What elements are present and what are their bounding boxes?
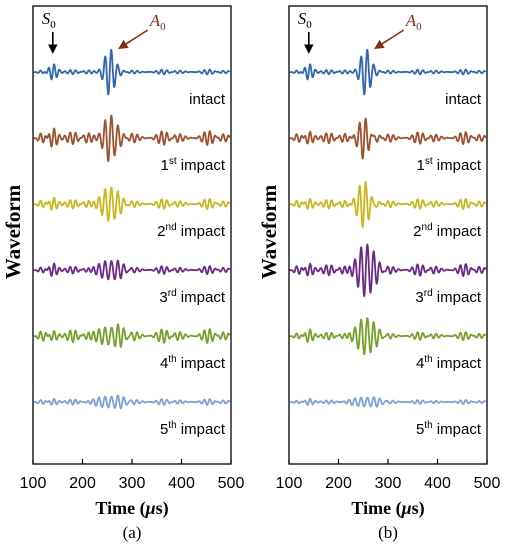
trace-label: 1st impact	[161, 156, 226, 174]
trace-line	[33, 394, 231, 410]
panel-b: Waveform intact 1st impact 2nd impact 3rd i…	[257, 5, 501, 542]
trace-label: 5th impact	[160, 420, 226, 438]
panel-a: Waveform intact 1st impact 2nd impact 3rd i…	[1, 5, 245, 542]
x-tick-label: 200	[325, 475, 352, 492]
x-tick-label: 100	[20, 475, 47, 492]
trace-label: 2nd impact	[413, 222, 482, 240]
mode-annotation-a0: A0	[118, 11, 166, 50]
trace-line	[33, 323, 231, 348]
x-tick-label: 400	[168, 475, 195, 492]
trace-line	[33, 114, 231, 163]
mode-arrow	[374, 29, 405, 50]
x-tick-label: 400	[424, 475, 451, 492]
traces	[289, 48, 487, 408]
trace-line	[289, 180, 487, 228]
x-ticks: 100 200 300 400 500	[276, 459, 501, 492]
trace-label: 5th impact	[416, 420, 482, 438]
x-axis-label: Time (μs)	[95, 498, 168, 519]
mode-label: A0	[149, 11, 166, 33]
trace-line	[33, 186, 231, 222]
mode-annotations: S0 A0	[298, 9, 422, 54]
x-tick-label: 200	[69, 475, 96, 492]
trace-line	[33, 259, 231, 281]
trace-labels: intact 1st impact 2nd impact 3rd impact 4th …	[413, 91, 482, 438]
mode-annotation-a0: A0	[374, 11, 422, 50]
trace-line	[33, 48, 231, 96]
mode-annotation-s0: S0	[298, 9, 314, 54]
x-tick-label: 300	[375, 475, 402, 492]
trace-label: 1st impact	[417, 156, 482, 174]
trace-label: intact	[445, 91, 482, 108]
x-tick-label: 500	[474, 475, 501, 492]
mode-annotations: S0 A0	[42, 9, 166, 54]
trace-line	[289, 317, 487, 356]
trace-label: 3rd impact	[415, 288, 481, 306]
trace-label: intact	[189, 91, 226, 108]
trace-label: 4th impact	[160, 354, 226, 372]
x-tick-label: 100	[276, 475, 303, 492]
mode-label: S0	[42, 9, 57, 31]
trace-line	[289, 396, 487, 408]
trace-label: 2nd impact	[157, 222, 226, 240]
trace-label: 3rd impact	[159, 288, 225, 306]
mode-label: A0	[405, 11, 422, 33]
mode-annotation-s0: S0	[42, 9, 58, 54]
mode-arrow	[118, 29, 149, 50]
trace-label: 4th impact	[416, 354, 482, 372]
panel-label: (b)	[378, 523, 398, 542]
panel-label: (a)	[123, 523, 142, 542]
x-axis-label: Time (μs)	[351, 498, 424, 519]
y-axis-label: Waveform	[257, 184, 281, 279]
trace-line	[289, 48, 487, 96]
trace-line	[289, 243, 487, 298]
trace-line	[289, 117, 487, 160]
y-axis-label: Waveform	[1, 184, 25, 279]
traces	[33, 48, 231, 410]
x-tick-label: 500	[218, 475, 245, 492]
x-tick-label: 300	[119, 475, 146, 492]
trace-labels: intact 1st impact 2nd impact 3rd impact 4th …	[157, 91, 226, 438]
mode-label: S0	[298, 9, 313, 31]
x-ticks: 100 200 300 400 500	[20, 459, 245, 492]
